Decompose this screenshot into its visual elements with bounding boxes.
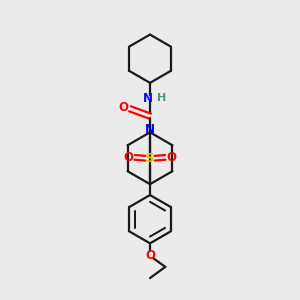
Text: S: S	[145, 152, 155, 165]
Text: N: N	[145, 123, 155, 136]
Text: O: O	[145, 249, 155, 262]
Text: O: O	[124, 151, 134, 164]
Text: O: O	[166, 151, 176, 164]
Text: O: O	[118, 101, 128, 114]
Text: H: H	[157, 94, 166, 103]
Text: N: N	[142, 92, 153, 105]
